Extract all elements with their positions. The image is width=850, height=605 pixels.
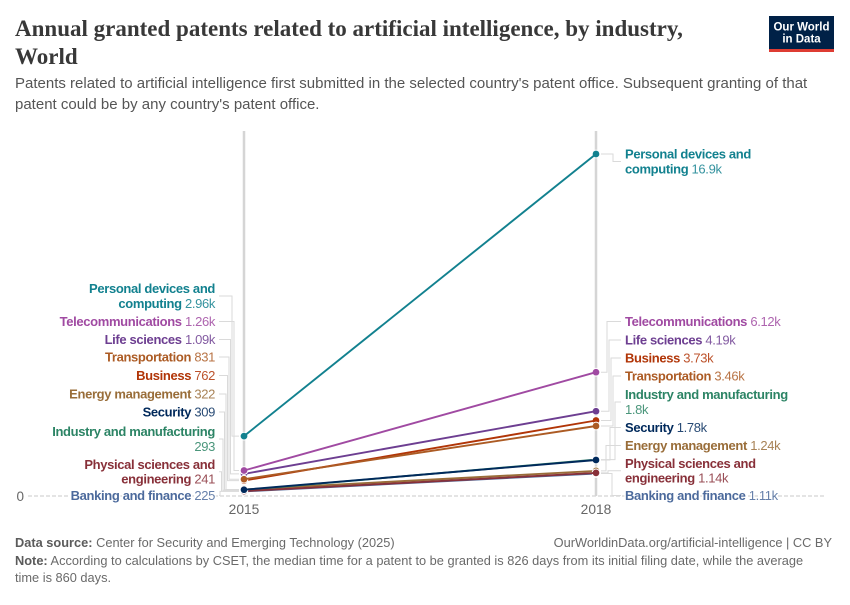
svg-text:Business 3.73k: Business 3.73k [625,351,714,366]
svg-text:computing 16.9k: computing 16.9k [625,162,722,177]
svg-text:Physical sciences and: Physical sciences and [625,456,756,471]
svg-text:engineering 1.14k: engineering 1.14k [625,471,729,486]
svg-text:Data source: Center for Securi: Data source: Center for Security and Eme… [15,535,395,550]
svg-text:Energy management 322: Energy management 322 [69,387,215,402]
svg-text:Personal devices and: Personal devices and [89,281,215,296]
svg-text:Security 309: Security 309 [143,405,216,420]
svg-text:Patents related to artificial: Patents related to artificial intelligen… [15,75,808,92]
svg-text:Security 1.78k: Security 1.78k [625,420,708,435]
svg-text:engineering 241: engineering 241 [121,472,215,487]
svg-text:Industry and manufacturing: Industry and manufacturing [52,424,215,439]
svg-text:computing 2.96k: computing 2.96k [118,296,215,311]
svg-text:Life sciences 1.09k: Life sciences 1.09k [105,332,216,347]
svg-text:1.8k: 1.8k [625,402,649,417]
svg-text:OurWorldinData.org/artificial-: OurWorldinData.org/artificial-intelligen… [554,535,833,550]
svg-text:Business 762: Business 762 [136,368,215,383]
svg-text:Personal devices and: Personal devices and [625,147,751,162]
svg-text:293: 293 [194,439,215,454]
svg-text:Transportation 3.46k: Transportation 3.46k [625,369,745,384]
svg-text:2015: 2015 [229,502,260,517]
svg-text:Transportation 831: Transportation 831 [105,350,215,365]
svg-text:time is 860 days.: time is 860 days. [15,570,111,585]
svg-text:Physical sciences and: Physical sciences and [84,457,215,472]
svg-text:patent could be by any country: patent could be by any country's patent … [15,96,319,113]
svg-text:Banking and finance 225: Banking and finance 225 [71,488,216,503]
svg-text:Note: According to calculation: Note: According to calculations by CSET,… [15,553,803,568]
svg-text:Energy management 1.24k: Energy management 1.24k [625,438,781,453]
svg-text:Telecommunications 1.26k: Telecommunications 1.26k [60,314,216,329]
svg-text:Telecommunications 6.12k: Telecommunications 6.12k [625,314,781,329]
svg-text:in Data: in Data [782,34,821,46]
svg-text:World: World [15,44,78,69]
svg-text:Industry and manufacturing: Industry and manufacturing [625,387,788,402]
svg-text:Annual granted patents related: Annual granted patents related to artifi… [15,16,683,41]
svg-text:Our World: Our World [773,22,829,34]
svg-text:Life sciences 4.19k: Life sciences 4.19k [625,333,736,348]
svg-text:2018: 2018 [581,502,612,517]
svg-text:0: 0 [16,489,24,504]
svg-text:Banking and finance 1.11k: Banking and finance 1.11k [625,488,779,503]
